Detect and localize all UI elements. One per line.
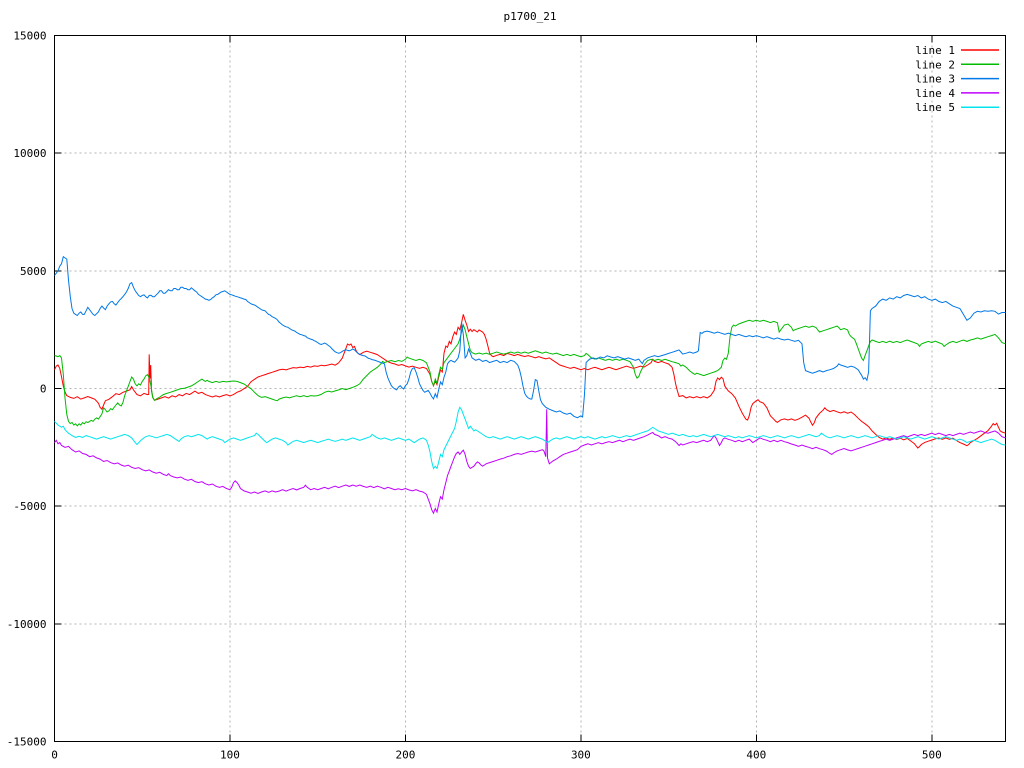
x-tick-label: 100 <box>220 749 240 762</box>
legend-label: line 1 <box>915 44 955 57</box>
x-tick-label: 0 <box>51 749 58 762</box>
x-tick-label: 300 <box>571 749 591 762</box>
y-tick-label: 10000 <box>13 147 46 160</box>
chart-title: p1700_21 <box>503 10 557 23</box>
series-line-line-1 <box>54 314 1006 449</box>
y-tick-label: -15000 <box>7 736 47 749</box>
series-line-line-3 <box>54 255 1006 419</box>
series-line-line-2 <box>54 319 1006 427</box>
x-tick-label: 400 <box>746 749 766 762</box>
y-tick-label: 15000 <box>13 30 46 43</box>
y-tick-label: 5000 <box>20 265 47 278</box>
y-tick-label: -10000 <box>7 618 47 631</box>
legend-label: line 4 <box>915 87 955 100</box>
x-tick-label: 200 <box>395 749 415 762</box>
series-line-line-5 <box>54 406 1006 470</box>
legend-label: line 3 <box>915 73 955 86</box>
y-tick-label: -5000 <box>13 500 46 513</box>
legend-label: line 2 <box>915 58 955 71</box>
series-line-line-4 <box>54 409 1006 515</box>
x-tick-label: 500 <box>922 749 942 762</box>
y-tick-label: 0 <box>40 383 47 396</box>
legend-label: line 5 <box>915 101 955 114</box>
